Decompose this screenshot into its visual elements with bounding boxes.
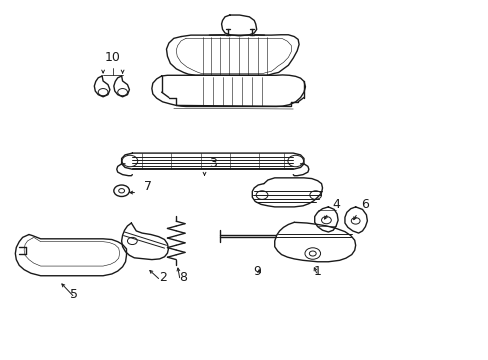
Text: 7: 7 [143, 180, 151, 193]
Text: 8: 8 [179, 271, 187, 284]
Text: 6: 6 [361, 198, 368, 211]
Text: 9: 9 [253, 265, 261, 278]
Text: 1: 1 [313, 265, 321, 278]
Text: 10: 10 [105, 51, 121, 64]
Text: 4: 4 [331, 198, 340, 211]
Text: 5: 5 [70, 288, 78, 301]
Text: 3: 3 [208, 157, 216, 170]
Text: 2: 2 [158, 271, 166, 284]
